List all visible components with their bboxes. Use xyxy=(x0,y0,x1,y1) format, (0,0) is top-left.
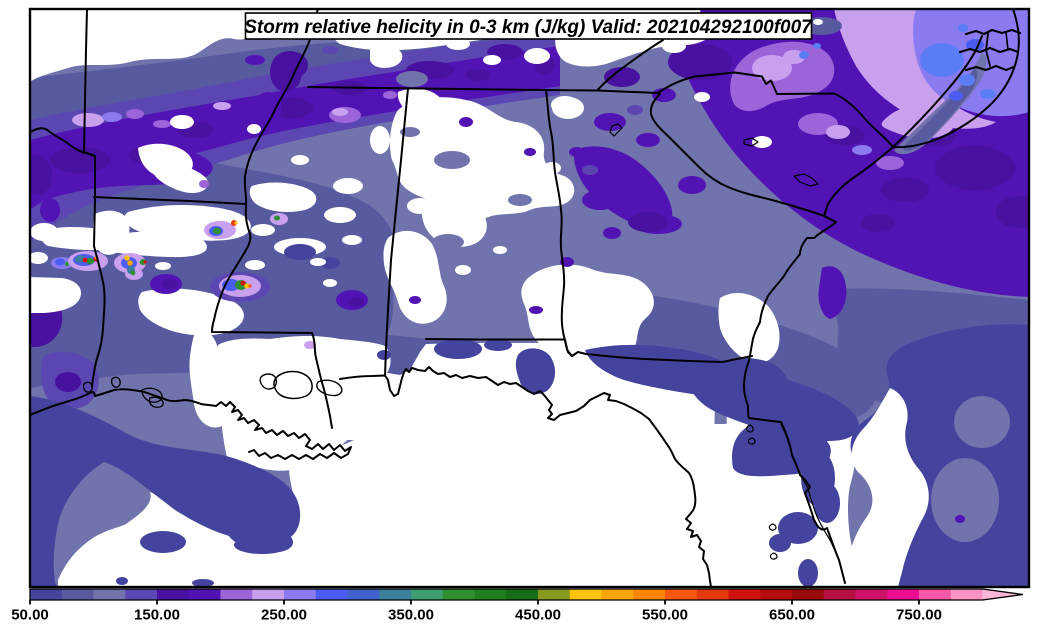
svg-text:450.00: 450.00 xyxy=(515,607,561,624)
svg-text:50.00: 50.00 xyxy=(11,607,49,624)
svg-text:150.00: 150.00 xyxy=(134,607,180,624)
svg-text:550.00: 550.00 xyxy=(642,607,688,624)
svg-text:350.00: 350.00 xyxy=(388,607,434,624)
svg-text:750.00: 750.00 xyxy=(896,607,942,624)
svg-text:Storm relative helicity in 0-3: Storm relative helicity in 0-3 km (J/kg)… xyxy=(244,17,813,38)
svg-text:650.00: 650.00 xyxy=(769,607,815,624)
svg-text:250.00: 250.00 xyxy=(261,607,307,624)
